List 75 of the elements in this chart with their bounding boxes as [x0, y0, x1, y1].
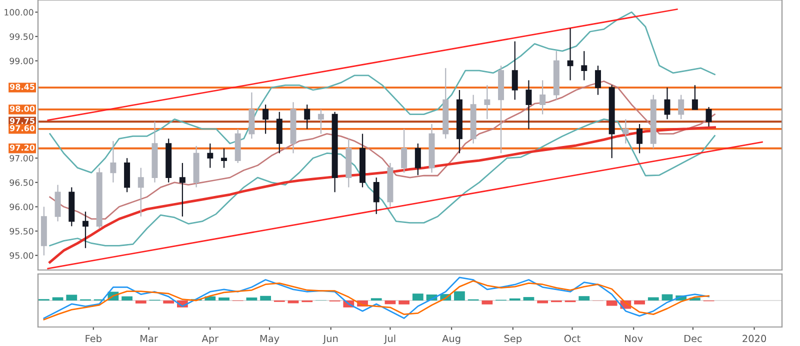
bar	[163, 300, 174, 304]
candlestick	[678, 94, 684, 120]
y-tick-label: 100.00	[4, 9, 34, 16]
bar	[648, 297, 659, 300]
bar	[537, 300, 548, 304]
line-series	[49, 80, 716, 220]
candlestick	[692, 84, 698, 110]
bar	[246, 298, 258, 300]
ref-line-label: 98.45	[10, 84, 34, 90]
candlestick	[401, 128, 408, 174]
bar	[662, 294, 673, 300]
x-tick-label: 2020	[742, 334, 766, 342]
bar	[634, 300, 645, 304]
line-series	[49, 11, 716, 174]
candlestick	[179, 162, 186, 218]
candlestick	[581, 50, 588, 81]
y-tick-label: 96.50	[10, 179, 34, 186]
candlestick	[540, 80, 546, 115]
y-tick-label: 96.00	[10, 204, 34, 210]
candlestick	[138, 167, 144, 218]
x-tick-label: Nov	[625, 334, 643, 342]
bar	[482, 300, 493, 304]
candlestick	[110, 140, 116, 183]
bar	[218, 298, 230, 300]
bar	[606, 300, 618, 306]
bar	[412, 294, 424, 300]
x-tick-label: Mar	[140, 334, 158, 342]
x-tick-label: Sep	[504, 334, 522, 344]
bar	[454, 291, 465, 300]
bar	[122, 296, 132, 300]
bar	[52, 297, 64, 300]
candlestick	[567, 28, 574, 81]
candlestick	[526, 80, 532, 130]
ref-line-label: 97.75	[10, 118, 34, 124]
bar	[260, 296, 271, 300]
candlestick	[622, 118, 629, 144]
x-tick-label: Oct	[564, 334, 580, 342]
x-tick-label: Dec	[684, 334, 702, 342]
bar	[135, 300, 146, 304]
candlestick	[636, 124, 643, 154]
candlestick	[318, 108, 324, 134]
candlestick	[207, 142, 214, 168]
bar	[288, 300, 299, 304]
y-tick-label: 99.00	[10, 58, 34, 64]
candlestick	[262, 104, 269, 134]
bar	[523, 297, 534, 300]
x-tick-label: Apr	[202, 334, 219, 344]
candlestick	[373, 177, 380, 215]
ref-line-label: 97.60	[10, 125, 35, 132]
candlestick	[706, 106, 712, 128]
x-tick-label: Feb	[86, 334, 102, 342]
x-tick-label: May	[260, 334, 280, 344]
ref-line-label: 98.00	[10, 106, 35, 112]
candlestick	[304, 104, 310, 130]
ref-line-label: 97.20	[10, 144, 35, 151]
line-series	[48, 126, 716, 264]
bar	[384, 300, 396, 304]
candlestick	[82, 211, 88, 249]
candlestick	[221, 148, 227, 168]
bar	[66, 294, 78, 300]
y-tick-label: 95.50	[10, 228, 34, 234]
candlestick	[664, 87, 670, 120]
line-series	[49, 118, 716, 246]
x-tick-label: Aug	[442, 334, 460, 344]
x-tick-label: Jul	[384, 334, 396, 344]
bar	[578, 296, 590, 300]
y-tick-label: 99.50	[10, 33, 34, 40]
y-tick-label: 97.00	[10, 154, 34, 162]
candlestick	[594, 65, 601, 96]
bar	[398, 300, 410, 304]
candlestick	[512, 40, 518, 100]
candlestick	[414, 142, 421, 176]
y-tick-label: 95.00	[10, 252, 34, 259]
candlestick	[484, 84, 490, 120]
x-tick-label: Jun	[322, 334, 338, 344]
